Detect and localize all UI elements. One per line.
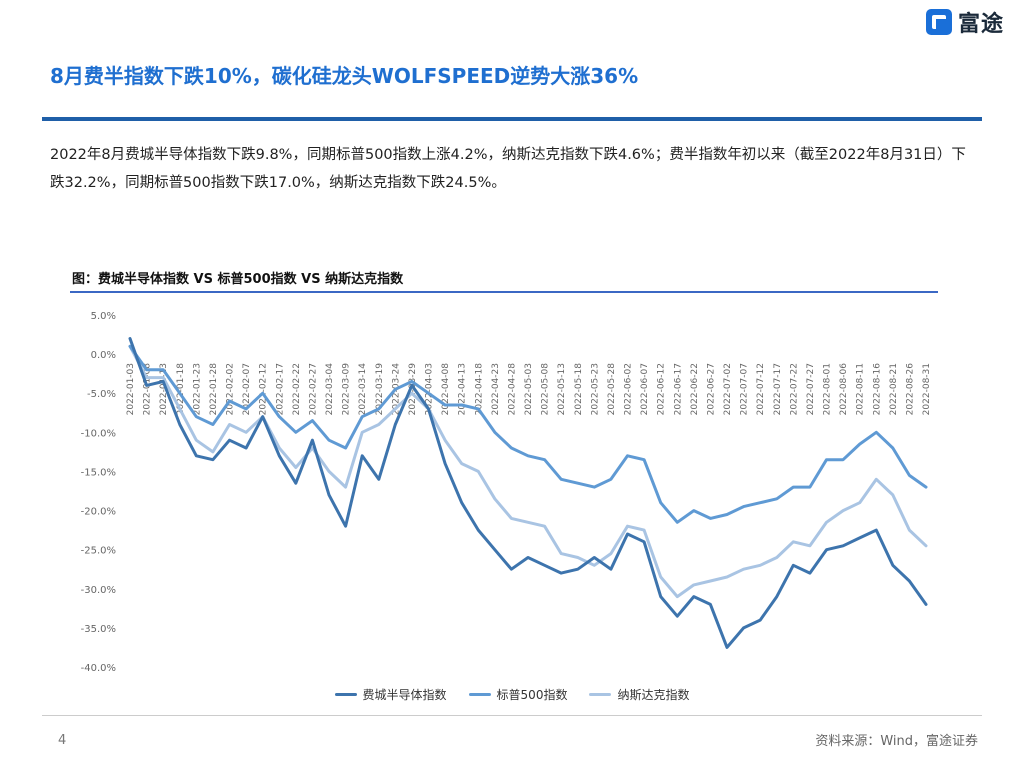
x-tick-label: 2022-06-12 [657,363,667,415]
x-tick-label: 2022-01-13 [159,363,169,415]
x-tick-label: 2022-05-18 [574,363,584,416]
y-tick-label: -15.0% [81,467,116,478]
x-tick-label: 2022-08-21 [889,363,899,415]
x-tick-label: 2022-04-03 [425,363,435,415]
x-tick-label: 2022-01-23 [192,363,202,415]
y-tick-label: -5.0% [87,389,116,400]
x-tick-label: 2022-04-08 [441,363,451,416]
page-number: 4 [58,733,67,748]
x-tick-label: 2022-07-02 [723,363,733,415]
futu-logo: 富途 [925,6,1004,38]
legend-swatch-sp500 [468,693,491,696]
x-tick-label: 2022-02-22 [292,363,302,415]
logo-text: 富途 [957,12,1004,37]
x-tick-label: 2022-02-27 [308,363,318,415]
x-tick-label: 2022-06-22 [690,363,700,415]
legend-label-sp500: 标普500指数 [496,688,568,702]
x-tick-label: 2022-01-03 [126,363,136,415]
x-tick-label: 2022-03-14 [358,363,368,416]
y-axis: 5.0% 0.0% -5.0% -10.0% -15.0% -20.0% -25.0% -30… [81,311,116,674]
x-tick-label: 2022-08-11 [856,363,866,415]
x-tick-label: 2022-05-28 [607,363,617,416]
legend-item-sp500: 标普500指数 [468,686,568,703]
series-lines [128,337,928,649]
x-tick-label: 2022-02-02 [226,363,236,415]
legend-label-nasdaq: 纳斯达克指数 [617,688,690,702]
x-tick-label: 2022-06-07 [640,363,650,415]
x-tick-label: 2022-01-08 [143,363,153,416]
x-tick-label: 2022-03-19 [375,363,385,416]
x-tick-label: 2022-07-27 [806,363,816,415]
x-tick-label: 2022-06-27 [706,363,716,415]
x-tick-label: 2022-07-07 [740,363,750,415]
x-tick-label: 2022-08-26 [905,363,915,416]
futu-logo-icon [925,9,952,35]
x-tick-label: 2022-02-17 [275,363,285,415]
legend-item-sox: 费城半导体指数 [334,686,447,703]
source-note: 资料来源：Wind，富途证券 [815,734,978,749]
y-tick-label: 5.0% [91,311,116,322]
legend-item-nasdaq: 纳斯达克指数 [589,686,689,703]
x-tick-label: 2022-04-23 [491,363,501,415]
legend-swatch-sox [334,693,357,696]
x-tick-label: 2022-07-12 [756,363,766,415]
footer-divider [42,715,982,716]
y-tick-label: -40.0% [81,663,116,674]
x-tick-label: 2022-06-02 [624,363,634,415]
y-tick-label: 0.0% [91,350,116,361]
legend-label-sox: 费城半导体指数 [362,688,447,702]
x-tick-label: 2022-05-08 [541,363,551,416]
x-tick-label: 2022-03-09 [342,363,352,416]
series-line-sox [128,337,928,649]
series-line-sp500 [128,344,928,524]
y-tick-label: -25.0% [81,546,116,557]
x-tick-label: 2022-04-18 [474,363,484,416]
x-tick-label: 2022-02-07 [242,363,252,415]
y-tick-label: -30.0% [81,585,116,596]
chart-title-divider [70,291,938,293]
x-tick-label: 2022-07-17 [773,363,783,415]
x-tick-label: 2022-03-04 [325,363,335,416]
x-tick-label: 2022-08-16 [872,363,882,416]
x-tick-label: 2022-08-06 [839,363,849,416]
x-tick-label: 2022-05-13 [557,363,567,415]
y-tick-label: -10.0% [81,428,116,439]
x-tick-label: 2022-01-28 [209,363,219,416]
x-tick-label: 2022-05-23 [590,363,600,415]
x-tick-label: 2022-08-31 [922,363,932,415]
x-axis: 2022-01-03 2022-01-08 2022-01-13 2022-01-18… [126,363,932,416]
page-title: 8月费半指数下跌10%，碳化硅龙头WOLFSPEED逆势大涨36% [50,64,639,88]
x-tick-label: 2022-04-28 [507,363,517,416]
x-tick-label: 2022-01-18 [176,363,186,416]
summary-text: 2022年8月费城半导体指数下跌9.8%，同期标普500指数上涨4.2%，纳斯达… [50,147,966,191]
x-tick-label: 2022-06-17 [673,363,683,415]
y-tick-label: -35.0% [81,624,116,635]
chart-title: 图：费城半导体指数 VS 标普500指数 VS 纳斯达克指数 [72,272,404,287]
chart-legend: 费城半导体指数 标普500指数 纳斯达克指数 [0,686,1024,703]
x-tick-label: 2022-02-12 [259,363,269,415]
y-tick-label: -20.0% [81,507,116,518]
x-tick-label: 2022-05-03 [524,363,534,415]
title-divider [42,117,982,121]
x-tick-label: 2022-08-01 [823,363,833,415]
legend-swatch-nasdaq [589,693,612,696]
x-tick-label: 2022-04-13 [458,363,468,415]
x-tick-label: 2022-07-22 [789,363,799,415]
